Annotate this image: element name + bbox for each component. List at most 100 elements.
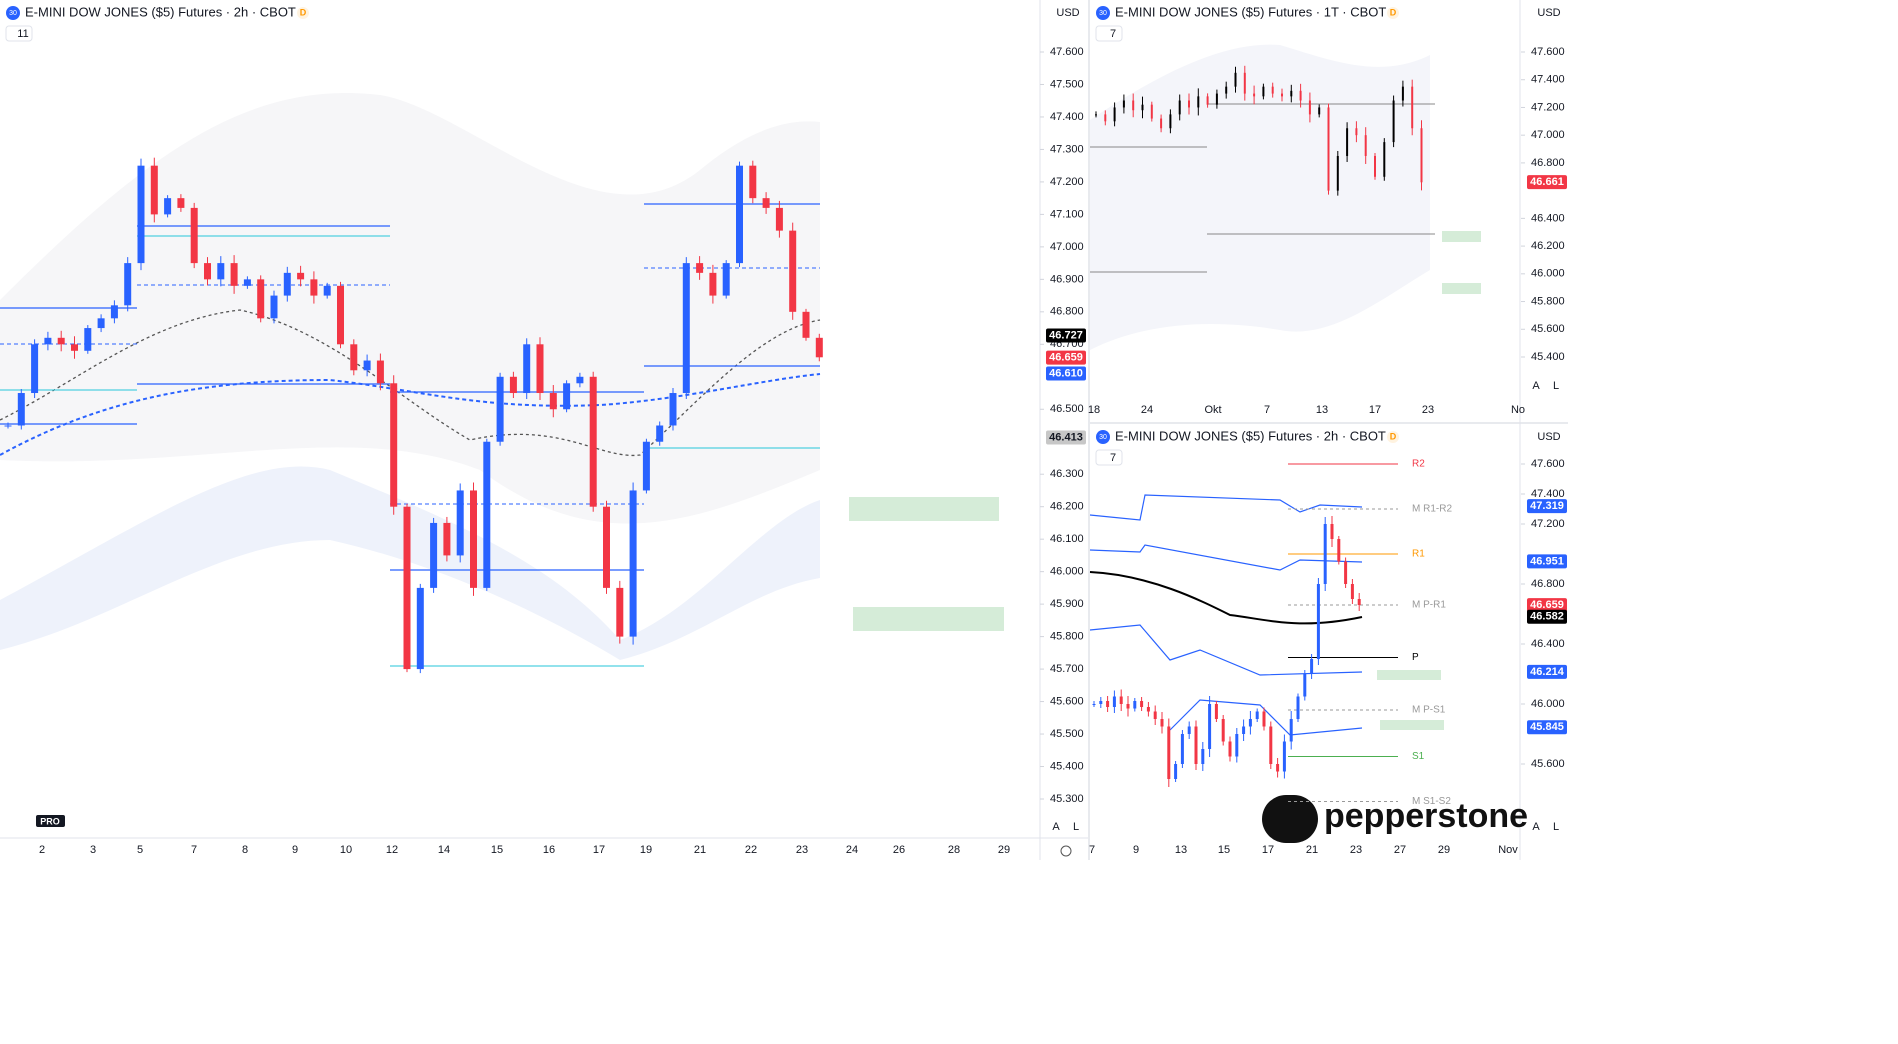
x-tick-label: 21 xyxy=(1306,844,1318,856)
price-tag xyxy=(1527,598,1567,613)
indicator-toggle[interactable] xyxy=(5,25,33,42)
flag-text: D xyxy=(1390,7,1397,17)
candle xyxy=(1299,90,1302,101)
candle xyxy=(1310,659,1314,674)
candle xyxy=(536,344,544,394)
y-tick-label: 47.400 xyxy=(1531,488,1565,500)
candle xyxy=(1122,100,1125,108)
price-tag xyxy=(1046,328,1086,343)
candle xyxy=(1194,726,1198,764)
candle xyxy=(443,522,451,556)
price-tag xyxy=(1527,554,1567,569)
zone xyxy=(1442,231,1481,242)
x-tick-label: 2 xyxy=(39,844,45,856)
y-tick-label: 45.700 xyxy=(1050,663,1084,675)
candle xyxy=(1235,734,1239,757)
candle xyxy=(1174,764,1178,779)
y-tick-label: 46.400 xyxy=(1531,212,1565,224)
candle xyxy=(1282,741,1286,772)
y-tick-label: 45.500 xyxy=(1050,728,1084,740)
candle xyxy=(416,587,424,670)
candle xyxy=(1167,726,1171,779)
indicator-toggle[interactable] xyxy=(1095,25,1123,42)
x-tick-label: 7 xyxy=(191,844,197,856)
price-tag xyxy=(1527,664,1567,679)
zone xyxy=(1380,720,1444,730)
flag-text: D xyxy=(300,7,307,17)
candle xyxy=(1160,118,1163,129)
x-tick-label: Okt xyxy=(1204,404,1221,416)
y-tick-label: 46.500 xyxy=(1050,403,1084,415)
candle xyxy=(1214,704,1218,719)
price-tag-label: 46.727 xyxy=(1049,329,1083,341)
candle xyxy=(376,360,384,384)
candle xyxy=(1234,72,1237,87)
candle xyxy=(1187,726,1191,734)
y-tick-label: 46.200 xyxy=(1531,240,1565,252)
price-tag-label: 46.951 xyxy=(1530,555,1564,567)
candle xyxy=(57,337,65,345)
indicator-toggle[interactable] xyxy=(1095,449,1123,466)
candle xyxy=(1308,100,1311,115)
candle xyxy=(363,360,371,371)
candle xyxy=(1420,128,1423,183)
candle xyxy=(1290,90,1293,97)
pivot-label: M S1-S2 xyxy=(1412,796,1451,807)
settings-icon[interactable] xyxy=(1060,845,1072,857)
candle xyxy=(736,165,743,264)
band-upper xyxy=(0,93,820,524)
candle xyxy=(483,441,491,588)
y-tick-label: 46.400 xyxy=(1531,638,1565,650)
candle xyxy=(1383,142,1386,177)
candle xyxy=(1099,701,1103,704)
x-tick-label: 9 xyxy=(292,844,298,856)
zone xyxy=(1377,670,1441,680)
y-tick-label: 47.200 xyxy=(1531,101,1565,113)
candle xyxy=(1330,524,1334,539)
candle xyxy=(682,263,690,394)
price-tag-label: 46.659 xyxy=(1530,599,1564,611)
x-tick-label: 26 xyxy=(893,844,905,856)
y-tick-label: 45.800 xyxy=(1531,295,1565,307)
candle xyxy=(1169,114,1172,129)
y-tick-label: 47.300 xyxy=(1050,143,1084,155)
candle xyxy=(1160,719,1164,727)
candle xyxy=(1242,726,1246,734)
candle xyxy=(1296,696,1300,719)
candle xyxy=(1178,100,1181,115)
candle xyxy=(1119,696,1123,704)
y-tick-label: 46.000 xyxy=(1531,268,1565,280)
candle xyxy=(1150,104,1153,119)
y-tick-label: 47.100 xyxy=(1050,208,1084,220)
price-tag xyxy=(1527,609,1567,624)
candle xyxy=(230,263,238,286)
candle xyxy=(1262,711,1266,727)
candle xyxy=(17,393,25,426)
candle xyxy=(1180,734,1184,764)
candle xyxy=(243,279,251,286)
scale-button: A xyxy=(1052,821,1060,833)
candle xyxy=(1364,135,1367,156)
candle xyxy=(1346,128,1349,156)
candle xyxy=(802,311,810,338)
y-tick-label: 47.400 xyxy=(1531,74,1565,86)
chart-title: E-MINI DOW JONES ($5) Futures · 2h · CBO… xyxy=(25,4,296,19)
x-tick-label: 17 xyxy=(593,844,605,856)
candle xyxy=(337,285,344,345)
candle xyxy=(403,506,411,670)
candle xyxy=(762,198,770,208)
candle xyxy=(1289,719,1293,742)
y-tick-label: 45.600 xyxy=(1531,323,1565,335)
candle xyxy=(1392,100,1395,143)
y-tick-label: 46.000 xyxy=(1531,698,1565,710)
candle xyxy=(509,376,517,394)
candle xyxy=(323,285,331,296)
candle xyxy=(1113,107,1116,122)
currency: USD xyxy=(1056,7,1079,19)
indicator-count: 7 xyxy=(1110,28,1116,40)
symbol-badge xyxy=(1096,430,1110,444)
candle xyxy=(1201,749,1205,764)
y-tick-label: 47.400 xyxy=(1050,111,1084,123)
candle xyxy=(789,230,797,312)
symbol-badge xyxy=(6,6,20,20)
